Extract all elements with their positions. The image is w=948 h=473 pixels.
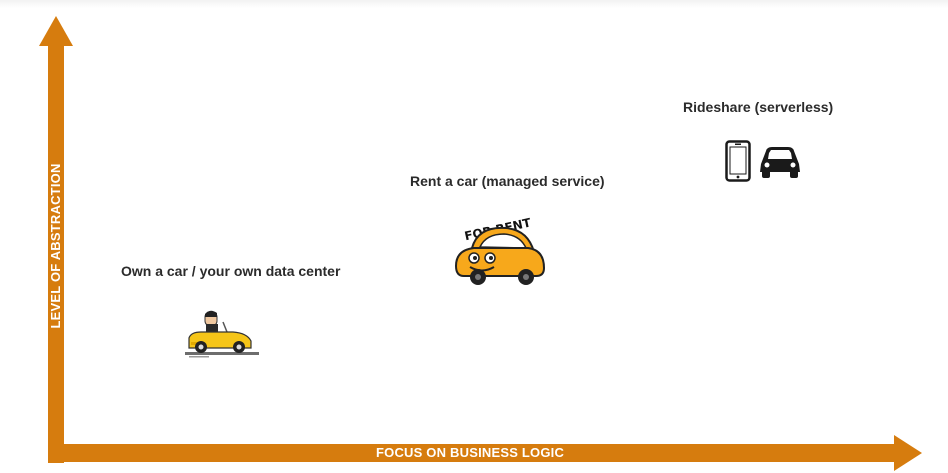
y-axis-arrow [39, 16, 73, 463]
y-axis-label: LEVEL OF ABSTRACTION [48, 163, 63, 329]
own-car-caption: Own a car / your own data center [121, 263, 341, 279]
x-axis-label: FOCUS ON BUSINESS LOGIC [376, 445, 565, 460]
smartphone-icon [725, 140, 751, 182]
top-edge-shade [0, 0, 948, 8]
rent-car-caption: Rent a car (managed service) [410, 173, 605, 189]
rideshare-caption: Rideshare (serverless) [683, 99, 834, 115]
car-icon [760, 147, 800, 178]
rental-car-icon: FOR RENT [454, 215, 546, 285]
x-axis-arrow [48, 435, 922, 471]
driver-in-car-icon [185, 310, 259, 358]
